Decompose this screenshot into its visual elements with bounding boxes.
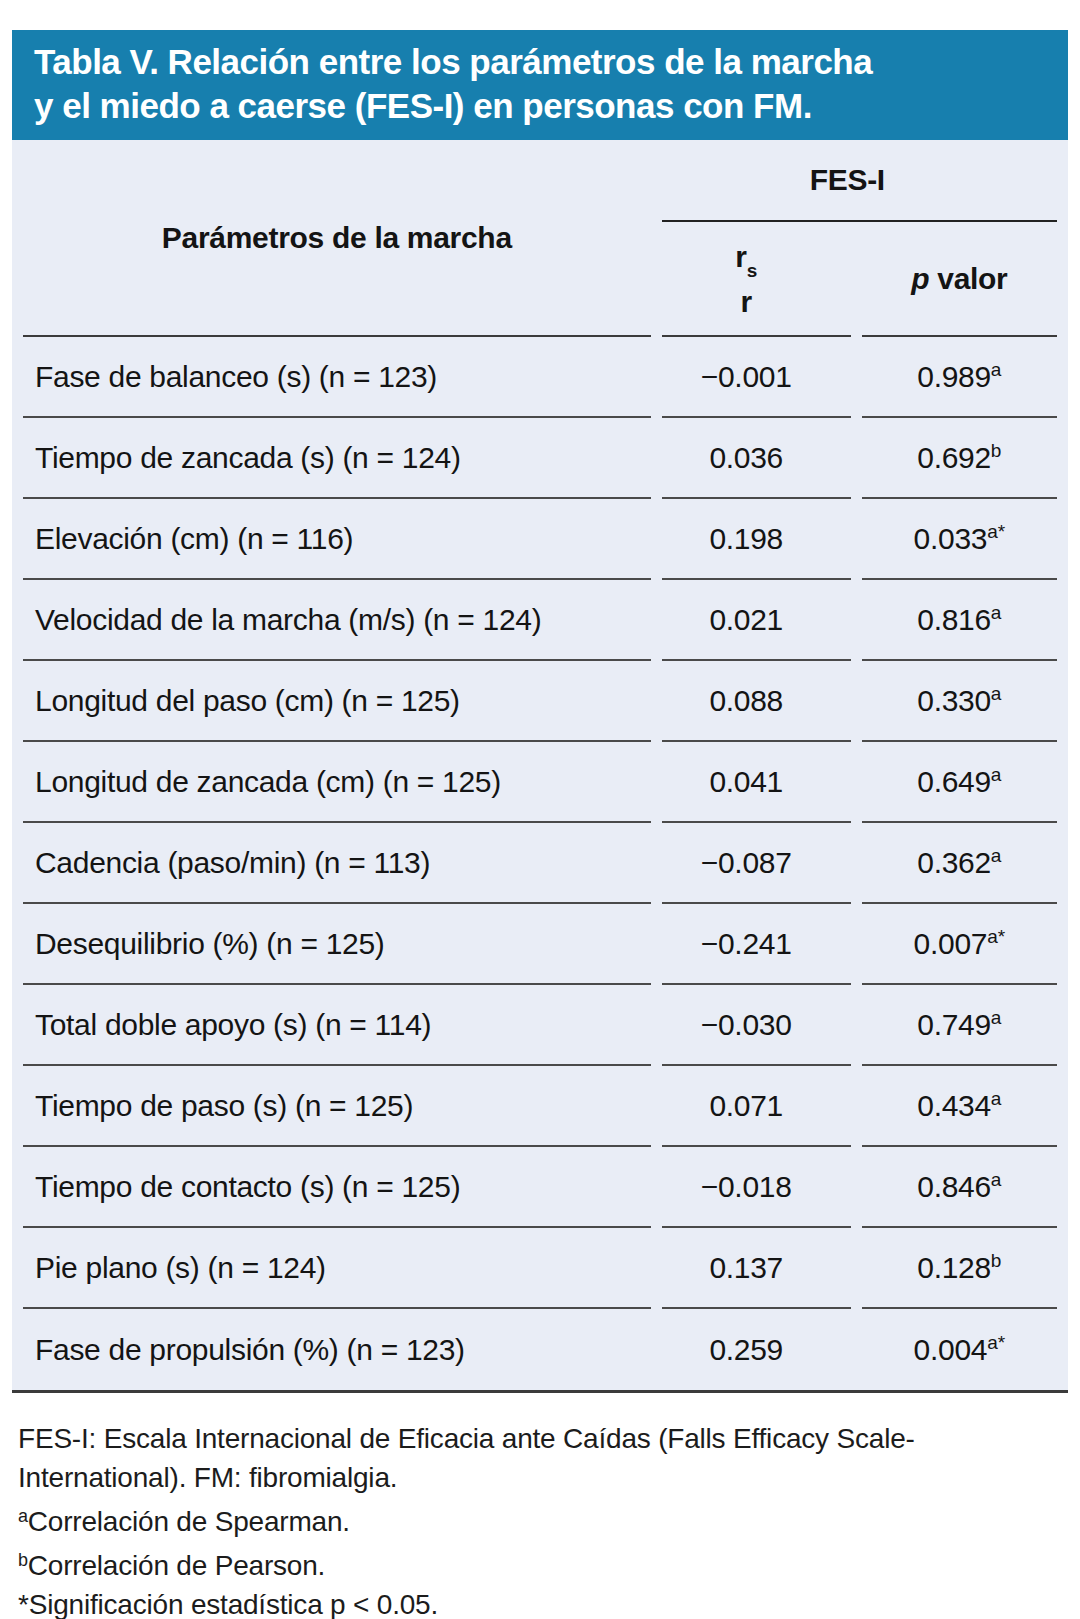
p-value-cell: 0.989a bbox=[862, 337, 1057, 418]
table-row: Longitud de zancada (cm) (n = 125) 0.041… bbox=[23, 742, 1057, 823]
p-superscript: a bbox=[991, 683, 1002, 704]
table-row: Tiempo de contacto (s) (n = 125) −0.018 … bbox=[23, 1147, 1057, 1228]
p-value-cell: 0.033a* bbox=[862, 499, 1057, 580]
r-value-cell: 0.198 bbox=[662, 499, 851, 580]
p-value-cell: 0.128b bbox=[862, 1228, 1057, 1309]
p-superscript: b bbox=[991, 1250, 1002, 1271]
param-cell: Fase de balanceo (s) (n = 123) bbox=[23, 337, 651, 418]
header-row-group: Parámetros de la marcha FES-I bbox=[23, 140, 1057, 222]
col-header-rs-r: rs r bbox=[662, 222, 851, 337]
p-value-cell: 0.846a bbox=[862, 1147, 1057, 1228]
p-superscript: a* bbox=[987, 521, 1005, 542]
footnote-spearman: aCorrelación de Spearman. bbox=[18, 1497, 1058, 1541]
table-row: Desequilibrio (%) (n = 125) −0.241 0.007… bbox=[23, 904, 1057, 985]
param-cell: Velocidad de la marcha (m/s) (n = 124) bbox=[23, 580, 651, 661]
table-footnotes: FES-I: Escala Internacional de Eficacia … bbox=[18, 1419, 1058, 1619]
col-header-pvalor: p valor bbox=[862, 222, 1057, 337]
param-cell: Total doble apoyo (s) (n = 114) bbox=[23, 985, 651, 1066]
footnote-pearson: bCorrelación de Pearson. bbox=[18, 1541, 1058, 1585]
p-symbol: p bbox=[911, 262, 929, 295]
table-row: Velocidad de la marcha (m/s) (n = 124) 0… bbox=[23, 580, 1057, 661]
p-superscript: a* bbox=[987, 926, 1005, 947]
p-superscript: a bbox=[991, 359, 1002, 380]
param-cell: Elevación (cm) (n = 116) bbox=[23, 499, 651, 580]
p-value-cell: 0.692b bbox=[862, 418, 1057, 499]
p-value-cell: 0.649a bbox=[862, 742, 1057, 823]
r-value-cell: 0.041 bbox=[662, 742, 851, 823]
r-value-cell: −0.018 bbox=[662, 1147, 851, 1228]
p-superscript: b bbox=[991, 440, 1002, 461]
p-value-cell: 0.004a* bbox=[862, 1309, 1057, 1390]
footnote-abbreviations: FES-I: Escala Internacional de Eficacia … bbox=[18, 1419, 1058, 1497]
rs-subscript: s bbox=[747, 260, 757, 281]
table-row: Longitud del paso (cm) (n = 125) 0.088 0… bbox=[23, 661, 1057, 742]
table-row: Tiempo de zancada (s) (n = 124) 0.036 0.… bbox=[23, 418, 1057, 499]
table-title-banner: Tabla V. Relación entre los parámetros d… bbox=[12, 30, 1068, 140]
p-superscript: a bbox=[991, 845, 1002, 866]
param-cell: Longitud del paso (cm) (n = 125) bbox=[23, 661, 651, 742]
param-cell: Fase de propulsión (%) (n = 123) bbox=[23, 1309, 651, 1390]
rs-symbol: rs bbox=[735, 240, 757, 273]
footnote-significance: *Significación estadística p < 0.05. bbox=[18, 1585, 1058, 1619]
r-value-cell: −0.241 bbox=[662, 904, 851, 985]
table-row: Fase de balanceo (s) (n = 123) −0.001 0.… bbox=[23, 337, 1057, 418]
p-value-cell: 0.816a bbox=[862, 580, 1057, 661]
p-valor-label: valor bbox=[929, 262, 1007, 295]
param-cell: Pie plano (s) (n = 124) bbox=[23, 1228, 651, 1309]
p-value-cell: 0.007a* bbox=[862, 904, 1057, 985]
col-header-parametros: Parámetros de la marcha bbox=[23, 140, 651, 337]
r-value-cell: −0.030 bbox=[662, 985, 851, 1066]
p-superscript: a bbox=[991, 602, 1002, 623]
p-value-cell: 0.362a bbox=[862, 823, 1057, 904]
r-value-cell: 0.137 bbox=[662, 1228, 851, 1309]
footnote-superscript-a: a bbox=[18, 1506, 28, 1526]
table-row: Cadencia (paso/min) (n = 113) −0.087 0.3… bbox=[23, 823, 1057, 904]
p-value-cell: 0.749a bbox=[862, 985, 1057, 1066]
p-value-cell: 0.330a bbox=[862, 661, 1057, 742]
p-value-cell: 0.434a bbox=[862, 1066, 1057, 1147]
table-row: Elevación (cm) (n = 116) 0.198 0.033a* bbox=[23, 499, 1057, 580]
param-cell: Longitud de zancada (cm) (n = 125) bbox=[23, 742, 651, 823]
r-value-cell: 0.088 bbox=[662, 661, 851, 742]
r-symbol: r bbox=[740, 285, 751, 318]
footnote-superscript-b: b bbox=[18, 1550, 28, 1570]
table-header: Parámetros de la marcha FES-I rs r p val… bbox=[23, 140, 1057, 337]
col-group-header-fesi: FES-I bbox=[662, 140, 1057, 222]
table-figure: Tabla V. Relación entre los parámetros d… bbox=[12, 30, 1068, 1619]
param-cell: Tiempo de contacto (s) (n = 125) bbox=[23, 1147, 651, 1228]
p-superscript: a* bbox=[987, 1332, 1005, 1353]
gait-fesi-correlation-table: Parámetros de la marcha FES-I rs r p val… bbox=[12, 140, 1068, 1393]
table-body: Fase de balanceo (s) (n = 123) −0.001 0.… bbox=[23, 337, 1057, 1390]
param-cell: Cadencia (paso/min) (n = 113) bbox=[23, 823, 651, 904]
table-row: Total doble apoyo (s) (n = 114) −0.030 0… bbox=[23, 985, 1057, 1066]
p-superscript: a bbox=[991, 1007, 1002, 1028]
r-value-cell: 0.071 bbox=[662, 1066, 851, 1147]
table-row: Tiempo de paso (s) (n = 125) 0.071 0.434… bbox=[23, 1066, 1057, 1147]
p-superscript: a bbox=[991, 764, 1002, 785]
table-title-line2: y el miedo a caerse (FES-I) en personas … bbox=[34, 84, 1046, 128]
p-superscript: a bbox=[991, 1088, 1002, 1109]
p-superscript: a bbox=[991, 1169, 1002, 1190]
r-value-cell: −0.087 bbox=[662, 823, 851, 904]
r-value-cell: 0.036 bbox=[662, 418, 851, 499]
table-row: Pie plano (s) (n = 124) 0.137 0.128b bbox=[23, 1228, 1057, 1309]
param-cell: Desequilibrio (%) (n = 125) bbox=[23, 904, 651, 985]
param-cell: Tiempo de paso (s) (n = 125) bbox=[23, 1066, 651, 1147]
r-value-cell: 0.021 bbox=[662, 580, 851, 661]
r-value-cell: 0.259 bbox=[662, 1309, 851, 1390]
table-row: Fase de propulsión (%) (n = 123) 0.259 0… bbox=[23, 1309, 1057, 1390]
table-title-line1: Tabla V. Relación entre los parámetros d… bbox=[34, 40, 1046, 84]
r-value-cell: −0.001 bbox=[662, 337, 851, 418]
param-cell: Tiempo de zancada (s) (n = 124) bbox=[23, 418, 651, 499]
